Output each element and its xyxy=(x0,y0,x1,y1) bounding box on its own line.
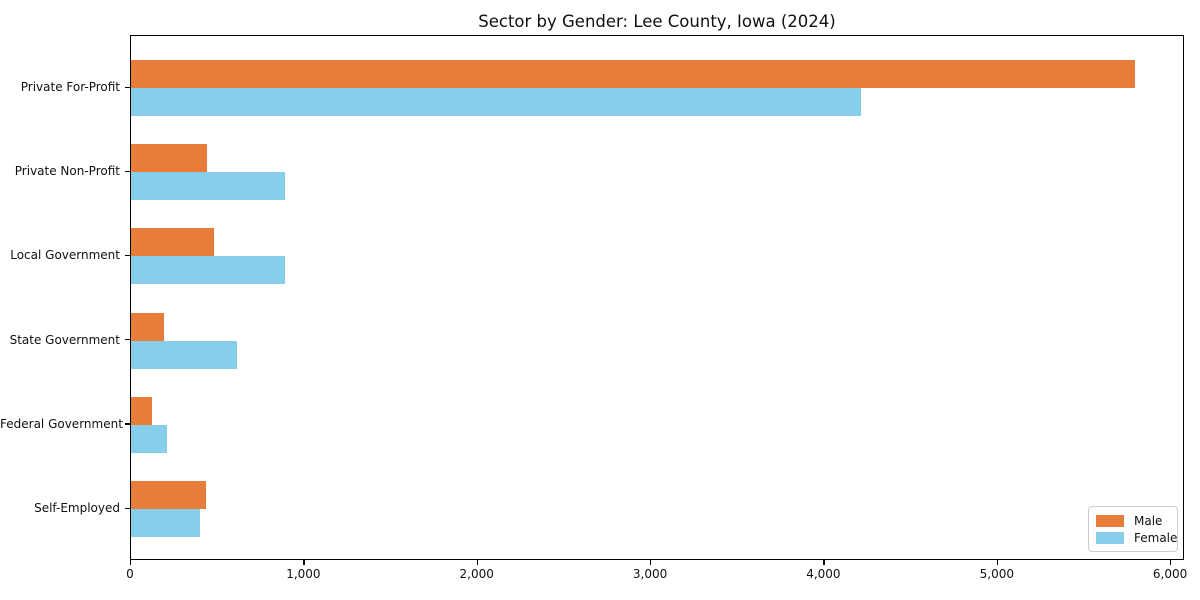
bar-female-local-government xyxy=(131,256,286,285)
legend-label-female: Female xyxy=(1134,531,1178,545)
x-tick-mark xyxy=(1170,560,1172,565)
bar-female-private-non-profit xyxy=(131,172,286,201)
x-tick-label-2000: 2,000 xyxy=(459,567,494,581)
chart-title: Sector by Gender: Lee County, Iowa (2024… xyxy=(478,12,836,31)
y-tick-mark xyxy=(125,170,130,172)
y-tick-mark xyxy=(125,86,130,88)
category-label-state-government: State Government xyxy=(9,332,120,347)
category-label-federal-government: Federal Government xyxy=(0,416,123,431)
x-tick-mark xyxy=(130,560,132,565)
x-tick-mark xyxy=(996,560,999,565)
plot-area xyxy=(130,35,1184,560)
x-tick-label-3000: 3,000 xyxy=(632,567,668,581)
legend-item-male: Male xyxy=(1096,513,1169,529)
x-tick-label-6000: 6,000 xyxy=(1152,567,1188,581)
bar-male-federal-government xyxy=(131,396,152,425)
x-tick-mark xyxy=(476,560,478,565)
y-tick-mark xyxy=(125,339,130,341)
x-tick-label-0: 0 xyxy=(126,567,134,581)
x-tick-mark xyxy=(823,560,825,565)
category-label-self-employed: Self-Employed xyxy=(34,501,120,515)
male-series-swatch xyxy=(1096,515,1124,527)
bar-male-state-government xyxy=(131,312,164,341)
bar-female-private-for-profit xyxy=(131,88,861,116)
category-label-private-non-profit: Private Non-Profit xyxy=(14,164,120,179)
x-tick-mark xyxy=(303,560,305,565)
legend: Male Female xyxy=(1088,506,1178,552)
bar-male-private-non-profit xyxy=(131,144,208,173)
category-label-private-for-profit: Private For-Profit xyxy=(20,80,120,94)
category-label-local-government: Local Government xyxy=(10,248,120,263)
bar-male-self-employed xyxy=(131,481,206,509)
bar-male-local-government xyxy=(131,228,215,257)
y-tick-mark xyxy=(125,507,130,509)
female-series-swatch xyxy=(1096,532,1124,544)
bar-female-state-government xyxy=(131,340,237,369)
x-tick-mark xyxy=(650,560,652,565)
bar-female-self-employed xyxy=(131,509,201,537)
bar-female-federal-government xyxy=(131,424,168,453)
x-tick-label-4000: 4,000 xyxy=(806,567,841,581)
x-tick-label-1000: 1,000 xyxy=(286,567,321,581)
bar-male-private-for-profit xyxy=(131,60,1135,88)
x-tick-label-5000: 5,000 xyxy=(979,567,1014,581)
y-tick-mark xyxy=(125,254,130,257)
y-tick-mark xyxy=(125,423,130,425)
legend-label-male: Male xyxy=(1134,514,1163,528)
legend-item-female: Female xyxy=(1096,530,1177,546)
